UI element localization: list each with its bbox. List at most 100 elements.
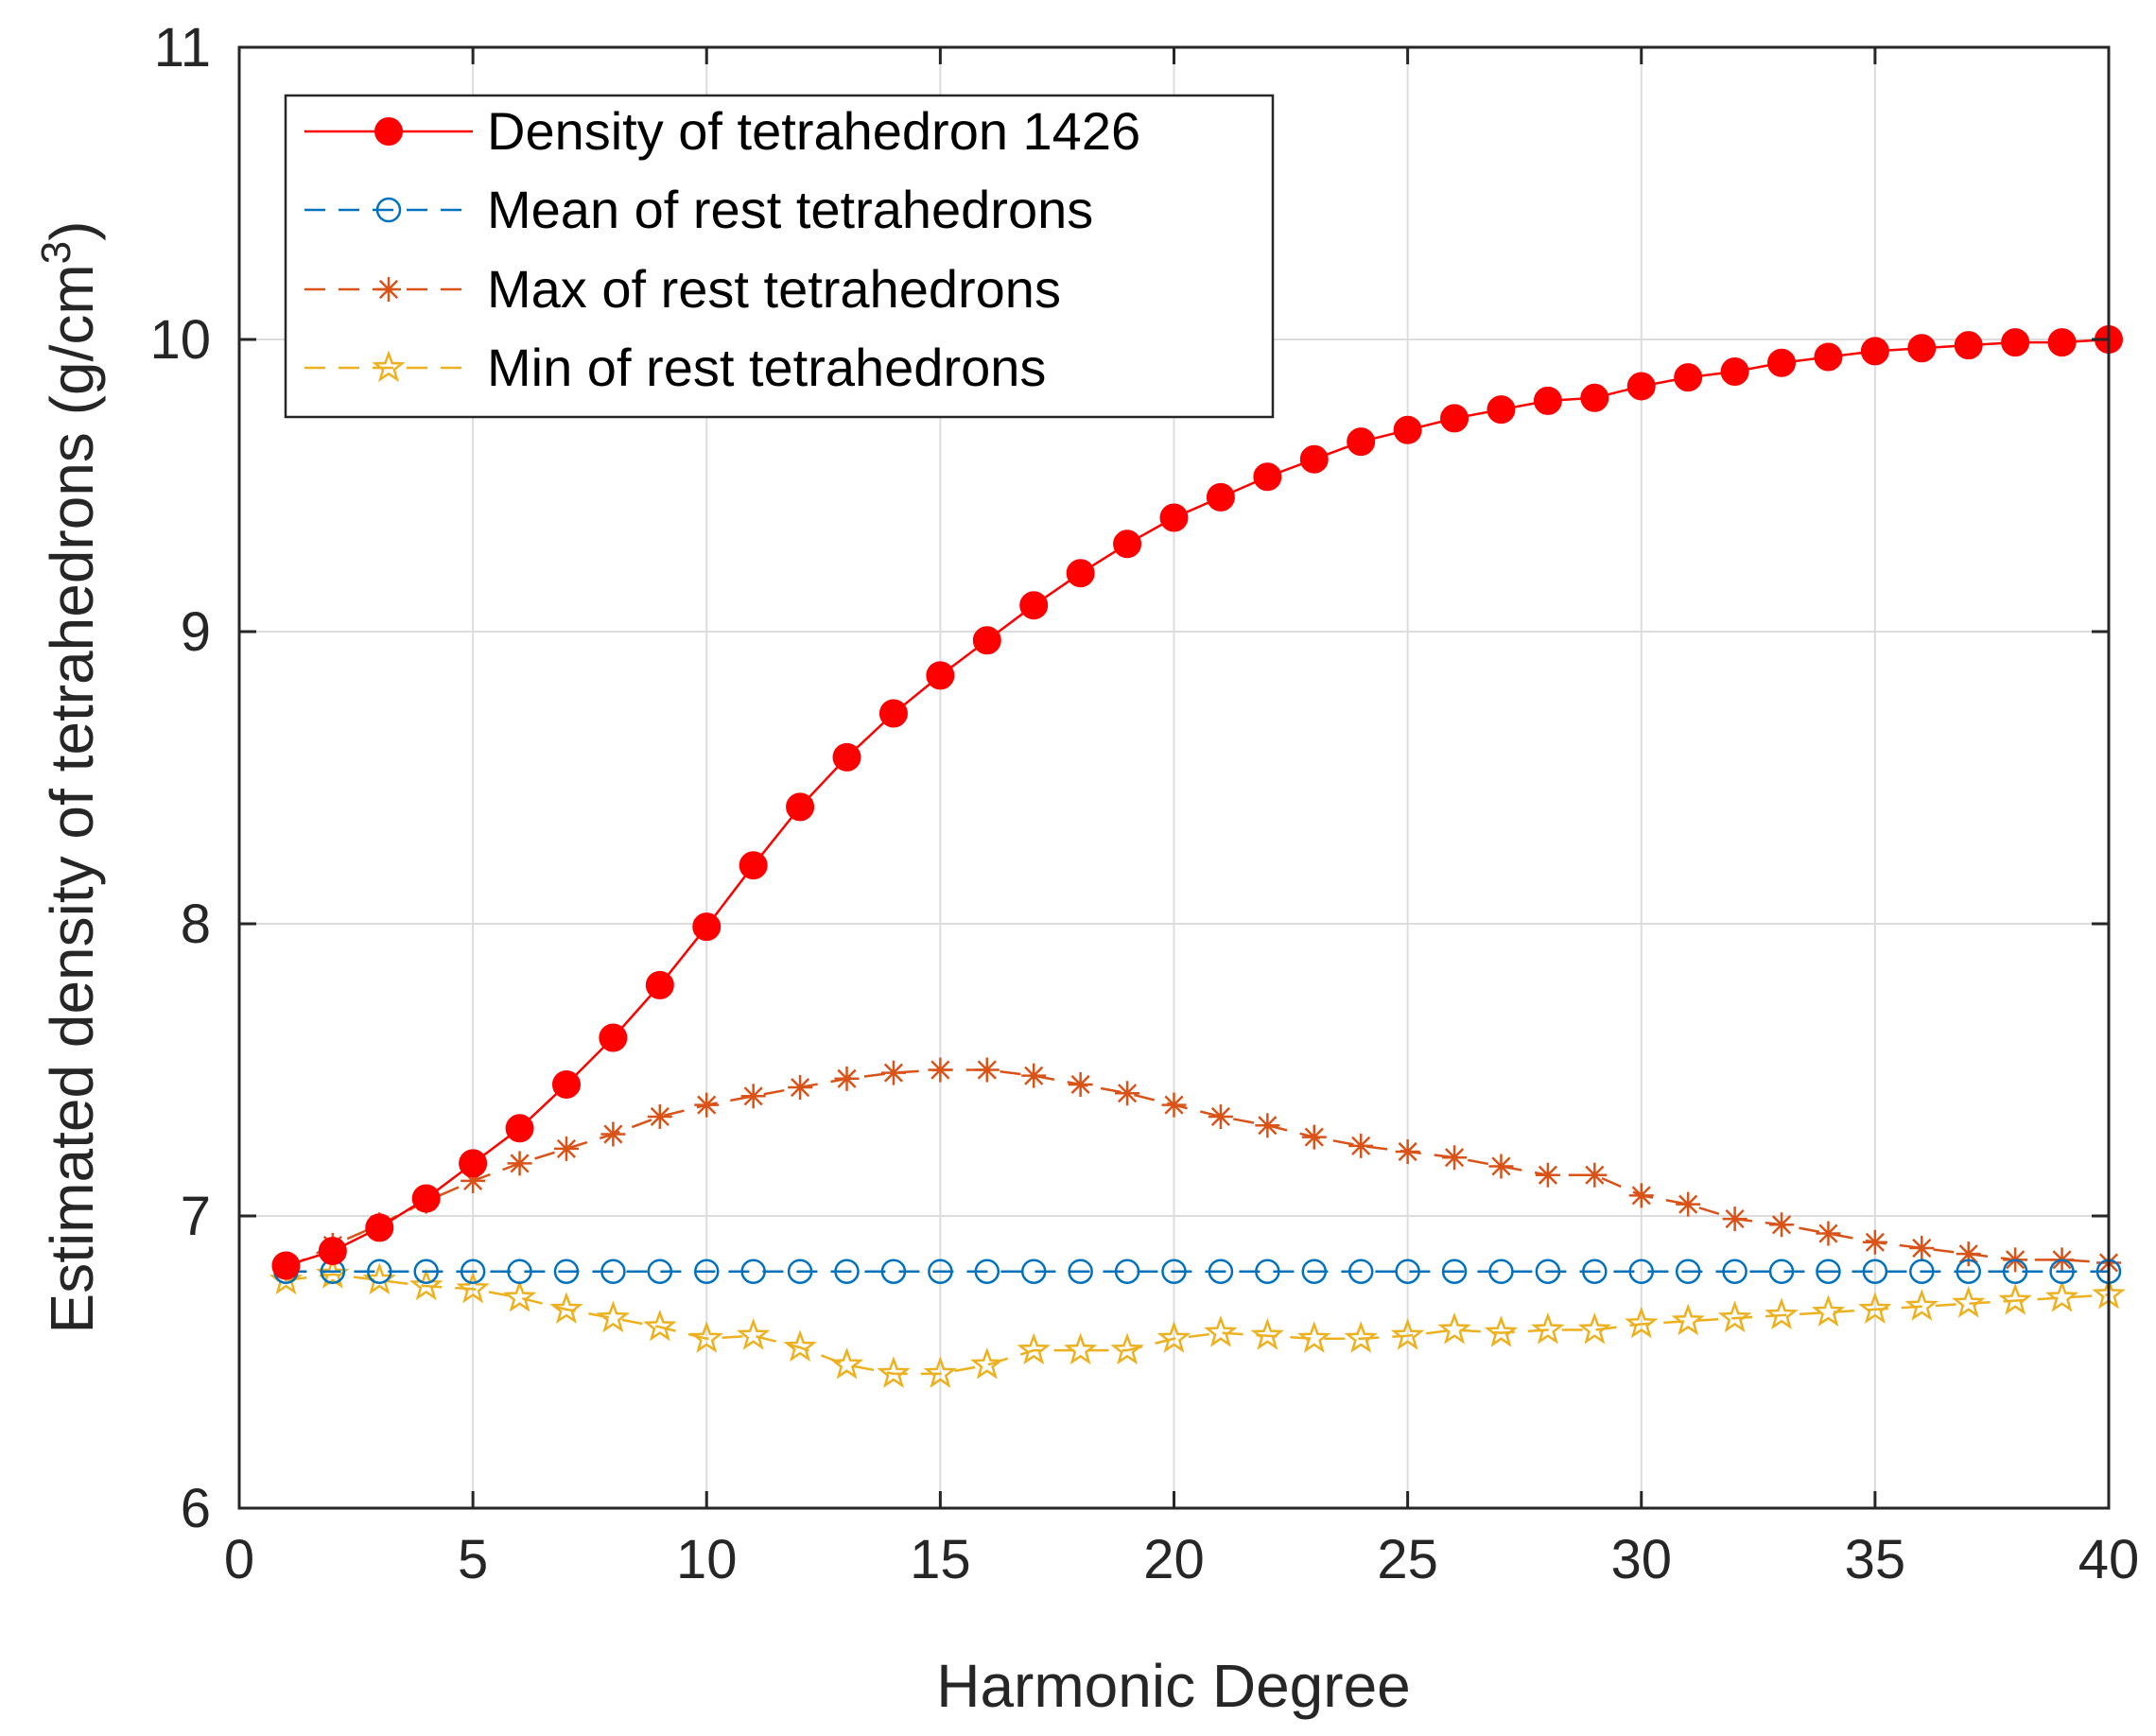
data-point bbox=[1767, 348, 1797, 377]
data-point bbox=[1676, 1191, 1701, 1217]
data-point bbox=[877, 1356, 911, 1388]
data-point bbox=[1021, 1063, 1047, 1088]
data-point bbox=[1208, 1103, 1233, 1129]
data-point bbox=[1253, 462, 1282, 492]
data-point bbox=[972, 626, 1001, 655]
x-tick-label: 0 bbox=[224, 1529, 254, 1590]
data-point bbox=[880, 1259, 907, 1284]
data-point bbox=[1535, 1162, 1560, 1188]
data-point bbox=[788, 1075, 813, 1101]
data-point bbox=[1675, 1259, 1701, 1284]
data-point bbox=[1063, 1332, 1098, 1365]
data-point bbox=[2002, 1259, 2028, 1284]
series-4 bbox=[269, 1257, 2126, 1388]
data-point bbox=[271, 1251, 301, 1280]
data-point bbox=[596, 1300, 631, 1333]
data-point bbox=[1297, 1321, 1331, 1353]
data-point bbox=[365, 1213, 394, 1242]
data-point bbox=[1017, 1332, 1051, 1365]
data-point bbox=[1909, 1259, 1935, 1284]
data-point bbox=[507, 1259, 532, 1284]
data-point bbox=[1909, 1235, 1935, 1260]
data-point bbox=[409, 1268, 443, 1301]
data-point bbox=[459, 1149, 488, 1178]
data-point bbox=[2047, 328, 2077, 357]
data-point bbox=[1114, 1259, 1140, 1284]
data-point bbox=[1582, 1259, 1608, 1284]
data-point bbox=[786, 792, 815, 822]
y-tick-label: 11 bbox=[154, 17, 211, 78]
data-point bbox=[553, 1259, 580, 1284]
data-point bbox=[1998, 1282, 2032, 1315]
data-point bbox=[1858, 1292, 1892, 1324]
data-point bbox=[1816, 1259, 1841, 1284]
data-point bbox=[1577, 1311, 1612, 1345]
data-point bbox=[1765, 1297, 1799, 1330]
legend-entry: Density of tetrahedron 1426 bbox=[304, 101, 1140, 161]
data-point bbox=[1204, 1314, 1238, 1347]
x-tick-labels: 0 5 10 15 20 25 30 35 40 bbox=[224, 1529, 2139, 1590]
legend-box bbox=[284, 94, 1275, 419]
data-point bbox=[1115, 1081, 1140, 1106]
data-point bbox=[834, 1066, 860, 1091]
data-point bbox=[2049, 1259, 2075, 1284]
data-point bbox=[970, 1346, 1004, 1380]
data-point bbox=[692, 912, 722, 942]
data-point bbox=[600, 1121, 626, 1147]
data-point bbox=[1437, 1311, 1471, 1345]
data-point bbox=[647, 1103, 672, 1129]
data-point bbox=[880, 1060, 906, 1085]
x-tick-label: 35 bbox=[1845, 1529, 1906, 1590]
data-point bbox=[829, 1346, 864, 1380]
data-point bbox=[1860, 337, 1889, 366]
data-point bbox=[926, 661, 955, 690]
data-point bbox=[1255, 1259, 1280, 1284]
data-point bbox=[1582, 1162, 1608, 1188]
data-point bbox=[1814, 342, 1843, 372]
data-point bbox=[1113, 529, 1142, 559]
data-point bbox=[1954, 331, 1983, 360]
data-point bbox=[643, 1309, 677, 1342]
data-point bbox=[1720, 356, 1749, 386]
legend-label: Mean of rest tetrahedrons bbox=[487, 180, 1093, 239]
data-point bbox=[1904, 1289, 1939, 1321]
data-point bbox=[1395, 1139, 1420, 1165]
data-point bbox=[1301, 1124, 1327, 1150]
data-point bbox=[878, 699, 908, 728]
data-point bbox=[1811, 1294, 1846, 1328]
x-tick-label: 20 bbox=[1143, 1529, 1205, 1590]
data-point bbox=[1208, 1259, 1234, 1284]
data-point bbox=[1250, 1318, 1285, 1350]
x-tick-label: 15 bbox=[910, 1529, 971, 1590]
data-point bbox=[1110, 1332, 1144, 1365]
legend-label: Density of tetrahedron 1426 bbox=[487, 101, 1140, 161]
data-point bbox=[599, 1023, 628, 1052]
data-point bbox=[1206, 482, 1235, 512]
data-point bbox=[507, 1151, 532, 1176]
data-point bbox=[600, 1259, 626, 1284]
data-point bbox=[974, 1259, 1000, 1284]
data-point bbox=[318, 1237, 347, 1266]
data-point bbox=[1020, 1259, 1047, 1284]
y-axis-title-main: Estimated density of tetrahedrons (g/cm bbox=[38, 264, 106, 1333]
data-point bbox=[1390, 1318, 1425, 1350]
legend-label: Max of rest tetrahedrons bbox=[487, 259, 1061, 319]
y-axis-title-superscript: 3 bbox=[33, 241, 79, 264]
legend-entry: Min of rest tetrahedrons bbox=[304, 338, 1046, 397]
series-line bbox=[285, 1068, 2110, 1270]
data-point bbox=[689, 1321, 723, 1353]
series-line bbox=[286, 338, 2110, 1267]
data-point bbox=[1255, 1113, 1280, 1138]
data-point bbox=[1816, 1221, 1841, 1246]
data-point bbox=[1722, 1259, 1747, 1284]
legend-entries: Density of tetrahedron 1426 Mean of rest … bbox=[304, 101, 1140, 397]
axis-ticks bbox=[237, 45, 2111, 1510]
series-line bbox=[286, 1273, 2110, 1376]
data-point bbox=[461, 1168, 486, 1193]
x-tick-label: 40 bbox=[2078, 1529, 2140, 1590]
data-point bbox=[1769, 1212, 1795, 1238]
data-point bbox=[928, 1057, 953, 1083]
data-point bbox=[1395, 1259, 1420, 1284]
data-point bbox=[1862, 1229, 1887, 1255]
